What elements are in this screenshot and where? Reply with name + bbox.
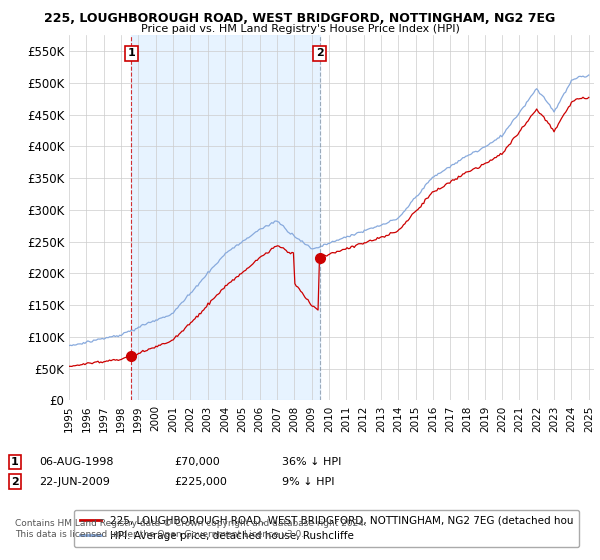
Text: Contains HM Land Registry data © Crown copyright and database right 2024.
This d: Contains HM Land Registry data © Crown c…: [15, 519, 367, 539]
Text: Price paid vs. HM Land Registry's House Price Index (HPI): Price paid vs. HM Land Registry's House …: [140, 24, 460, 34]
Text: £225,000: £225,000: [174, 477, 227, 487]
Bar: [131, 35, 320, 400]
Text: 9% ↓ HPI: 9% ↓ HPI: [282, 477, 335, 487]
Text: 1: 1: [127, 48, 135, 58]
Text: 225, LOUGHBOROUGH ROAD, WEST BRIDGFORD, NOTTINGHAM, NG2 7EG: 225, LOUGHBOROUGH ROAD, WEST BRIDGFORD, …: [44, 12, 556, 25]
Legend: 225, LOUGHBOROUGH ROAD, WEST BRIDGFORD, NOTTINGHAM, NG2 7EG (detached hou, HPI: : 225, LOUGHBOROUGH ROAD, WEST BRIDGFORD, …: [74, 510, 580, 547]
Text: 2: 2: [11, 477, 19, 487]
Text: £70,000: £70,000: [174, 457, 220, 467]
Text: 22-JUN-2009: 22-JUN-2009: [39, 477, 110, 487]
Text: 1: 1: [11, 457, 19, 467]
Text: 36% ↓ HPI: 36% ↓ HPI: [282, 457, 341, 467]
Text: 06-AUG-1998: 06-AUG-1998: [39, 457, 113, 467]
Text: 2: 2: [316, 48, 323, 58]
